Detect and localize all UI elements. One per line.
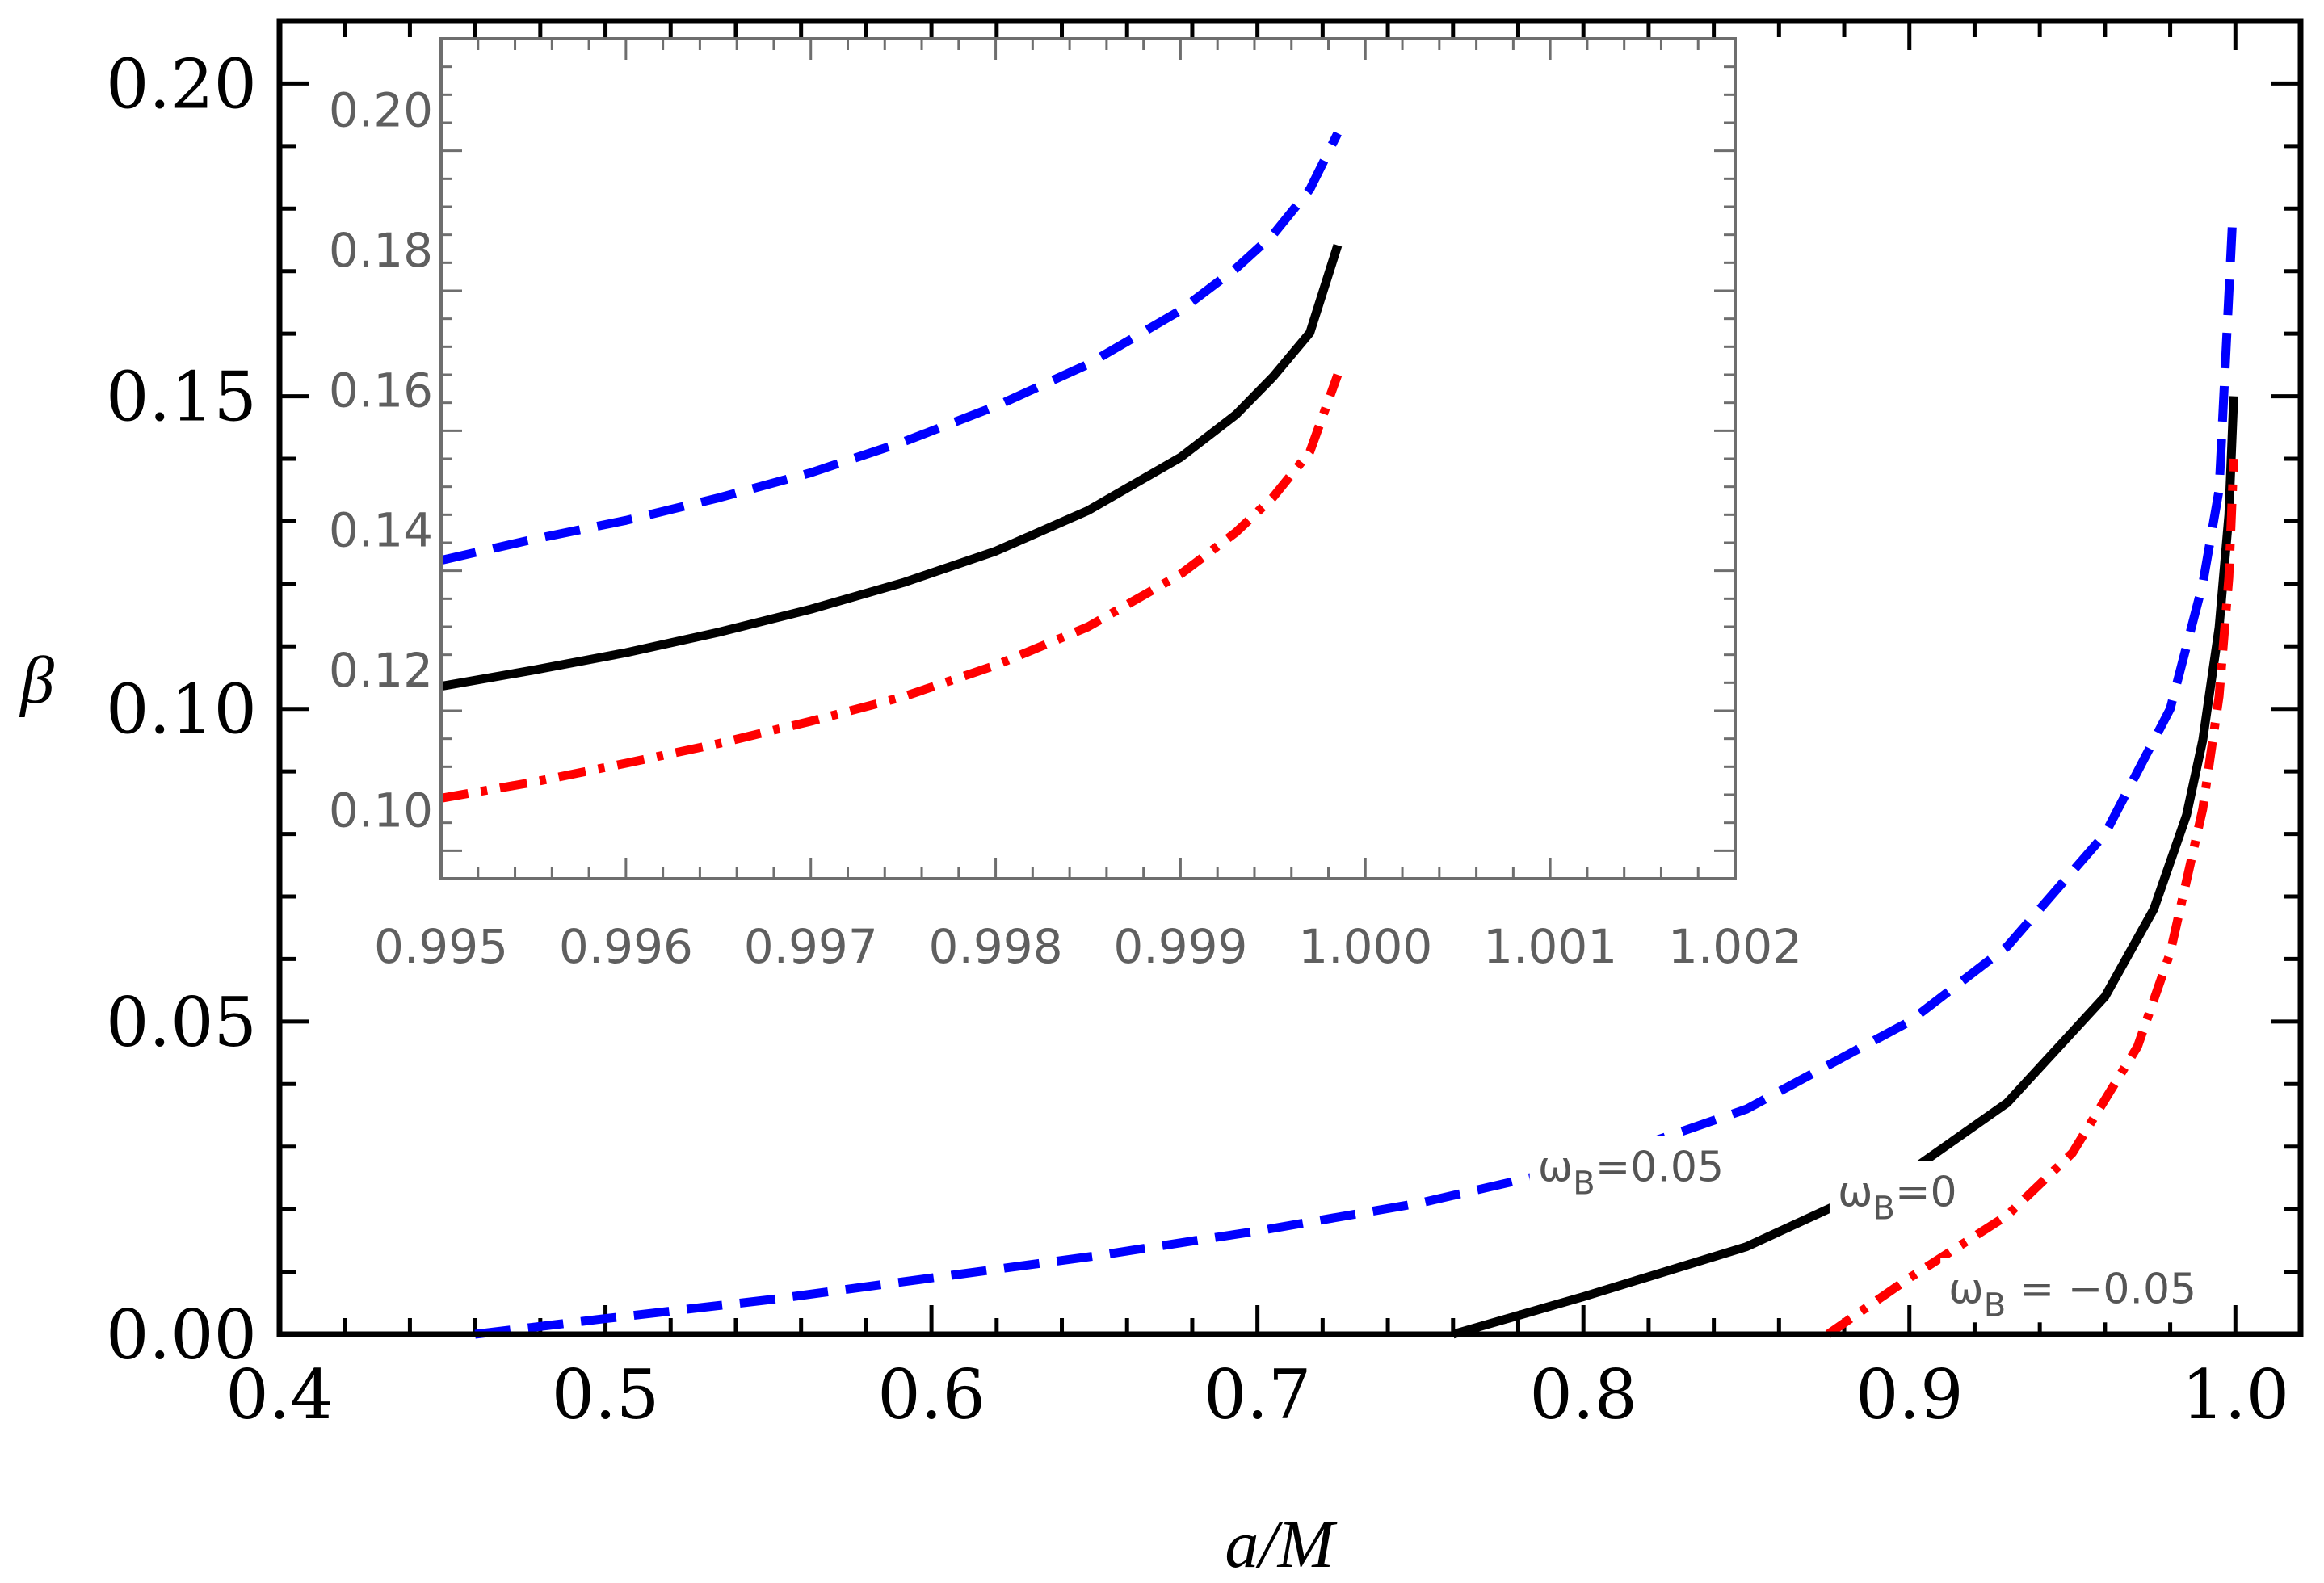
curve-label: ωB=0.05	[1538, 1143, 1724, 1202]
x-tick-label: 0.5	[552, 1355, 660, 1434]
inset-x-tick-label: 0.996	[559, 919, 693, 974]
inset-y-tick-label: 0.10	[329, 783, 433, 838]
inset-y-tick-label: 0.16	[329, 363, 433, 418]
curve-label: ωB = −0.05	[1948, 1265, 2196, 1324]
curve-label: ωB=0	[1838, 1168, 1957, 1227]
inset-y-tick-label: 0.18	[329, 223, 433, 278]
curve-label-value: = −0.05	[2006, 1265, 2196, 1313]
x-tick-label: 0.8	[1529, 1355, 1637, 1434]
inset-y-tick-label: 0.20	[329, 83, 433, 138]
y-tick-label: 0.10	[106, 670, 257, 750]
curve-label-subscript: B	[1984, 1287, 2006, 1324]
inset-series-line	[440, 373, 1343, 803]
inset-series-line	[440, 244, 1343, 691]
x-tick-label: 0.6	[877, 1355, 985, 1434]
main-series-line	[1825, 458, 2238, 1338]
x-tick-label: 0.7	[1204, 1355, 1312, 1434]
curve-label-subscript: B	[1873, 1190, 1895, 1227]
y-tick-label: 0.05	[106, 983, 257, 1062]
inset-plot-frame	[439, 37, 1737, 880]
curve-label-backdrop	[1940, 1258, 2213, 1323]
inset-x-tick-label: 0.998	[929, 919, 1063, 974]
curve-label-omega: ω	[1948, 1265, 1984, 1313]
inset-x-tick-label: 1.001	[1483, 919, 1617, 974]
y-tick-label: 0.15	[106, 358, 257, 437]
inset-series-group	[439, 131, 1343, 803]
inset-x-tick-label: 0.995	[374, 919, 508, 974]
inset-x-tick-label: 0.997	[744, 919, 878, 974]
y-tick-label: 0.00	[106, 1295, 257, 1375]
inset-y-tick-label: 0.12	[329, 643, 433, 698]
main-tick-labels: 0.4 0.5 0.6 0.7 0.8 0.9 1.0 0.00 0.05 0.10 0.15 0.2…	[106, 44, 2289, 1434]
main-series-line	[1452, 396, 2238, 1339]
curve-label-backdrop	[1829, 1161, 1946, 1226]
inset-x-tick-label: 0.999	[1113, 919, 1247, 974]
inset-y-tick-label: 0.14	[329, 503, 433, 558]
inset-series-line	[439, 131, 1342, 565]
x-tick-label: 0.4	[225, 1355, 334, 1434]
x-axis-title: a/M	[1225, 1507, 1337, 1582]
x-tick-label: 1.0	[2181, 1355, 2289, 1434]
y-axis-title: β	[19, 643, 54, 718]
x-tick-label: 0.9	[1855, 1355, 1964, 1434]
curve-label-value: =0.05	[1595, 1143, 1724, 1191]
inset-tick-labels: 0.995 0.996 0.997 0.998 0.999 1.000 1.001 1.002…	[329, 83, 1802, 974]
curve-label-subscript: B	[1573, 1165, 1595, 1202]
main-plot: 0.4 0.5 0.6 0.7 0.8 0.9 1.0 0.00 0.05 0.10 0.15 0.2…	[106, 18, 2304, 1434]
inset-x-tick-label: 1.002	[1668, 919, 1802, 974]
inset-plot: 0.995 0.996 0.997 0.998 0.999 1.000 1.001 1.002…	[329, 37, 1802, 974]
inset-x-tick-label: 1.000	[1298, 919, 1432, 974]
main-plot-frame	[276, 18, 2304, 1337]
curve-label-value: =0	[1895, 1168, 1957, 1216]
inset-background	[441, 39, 1735, 879]
curve-label-omega: ω	[1538, 1143, 1574, 1191]
y-tick-label: 0.20	[106, 44, 257, 124]
curve-label-omega: ω	[1838, 1168, 1873, 1216]
curve-label-backdrop	[1529, 1136, 1724, 1201]
